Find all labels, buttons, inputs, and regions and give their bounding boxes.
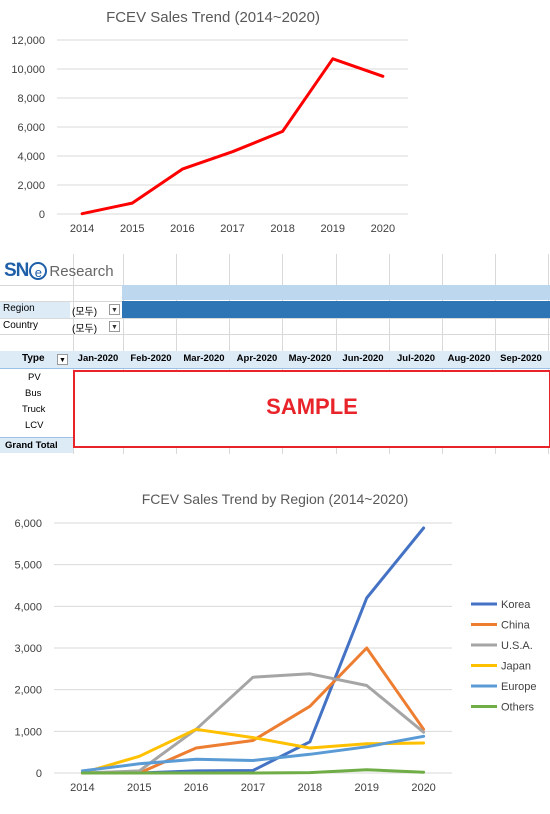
type-header: Type: [22, 353, 45, 364]
header-band-dark: [122, 301, 550, 318]
month-header: Jan-2020: [77, 353, 119, 364]
legend-label: China: [501, 620, 531, 632]
series-line-others: [80, 768, 426, 775]
series-line-japan: [80, 727, 426, 775]
x-tick-label: 2017: [220, 223, 244, 235]
series-line-total: [80, 57, 385, 216]
sample-watermark: SAMPLE: [266, 394, 358, 419]
pivot-header-row: Type ▼ Jan-2020 Feb-2020 Mar-2020 Apr-20…: [0, 351, 550, 369]
x-tick-label: 2020: [411, 782, 435, 794]
x-tick-label: 2015: [127, 782, 151, 794]
y-tick-label: 4,000: [17, 151, 45, 163]
series-lines: [80, 526, 426, 775]
y-tick-label: 1,000: [14, 726, 42, 738]
y-tick-labels: 0 1,000 2,000 3,000 4,000 5,000 6,000: [14, 518, 42, 780]
row-label: Truck: [22, 404, 46, 415]
sample-overlay: SAMPLE: [73, 370, 550, 448]
header-band-light: [122, 285, 550, 300]
y-tick-label: 12,000: [11, 35, 45, 47]
x-tick-labels: 2014 2015 2016 2017 2018 2019 2020: [70, 223, 395, 235]
y-tick-labels: 0 2,000 4,000 6,000 8,000 10,000 12,000: [11, 35, 45, 221]
x-tick-label: 2017: [241, 782, 265, 794]
x-tick-label: 2014: [70, 782, 94, 794]
row-label: PV: [28, 372, 41, 383]
month-header: May-2020: [288, 353, 332, 364]
month-header: Jul-2020: [396, 353, 436, 364]
month-header: Feb-2020: [130, 353, 172, 364]
series-line-china: [80, 646, 426, 775]
y-tick-label: 3,000: [14, 643, 42, 655]
y-tick-label: 6,000: [17, 122, 45, 134]
y-tick-label: 5,000: [14, 560, 42, 572]
legend: Korea China U.S.A. Japan Europe Others: [471, 599, 536, 714]
y-tick-label: 0: [36, 768, 42, 780]
chevron-down-icon[interactable]: ▼: [57, 354, 68, 365]
filter-region: Region (모두) ▼: [0, 302, 125, 318]
grand-total-row: Grand Total: [0, 437, 73, 453]
chart-title: FCEV Sales Trend by Region (2014~2020): [142, 491, 409, 507]
chart-title: FCEV Sales Trend (2014~2020): [106, 9, 320, 26]
x-tick-label: 2020: [371, 223, 395, 235]
x-tick-label: 2016: [184, 782, 208, 794]
legend-label: Korea: [501, 599, 531, 611]
regional-sales-line-chart: FCEV Sales Trend by Region (2014~2020) 0…: [14, 491, 536, 794]
month-header: Apr-2020: [236, 353, 278, 364]
gridlines: [54, 522, 452, 774]
y-tick-label: 2,000: [17, 180, 45, 192]
y-tick-label: 4,000: [14, 601, 42, 613]
x-tick-labels: 2014 2015 2016 2017 2018 2019 2020: [70, 782, 436, 794]
filter-country: Country (모두) ▼: [0, 319, 125, 335]
month-header: Sep-2020: [500, 353, 542, 364]
y-tick-label: 8,000: [17, 93, 45, 105]
x-tick-label: 2018: [270, 223, 294, 235]
legend-label: Others: [501, 702, 535, 714]
x-tick-label: 2014: [70, 223, 94, 235]
month-header: Mar-2020: [183, 353, 225, 364]
sne-research-logo: SN e Research: [4, 260, 114, 281]
total-sales-line-chart: FCEV Sales Trend (2014~2020) 0 2,000 4,000…: [11, 9, 408, 235]
x-tick-label: 2019: [321, 223, 345, 235]
legend-label: Japan: [501, 661, 531, 673]
y-tick-label: 10,000: [11, 64, 45, 76]
chevron-down-icon[interactable]: ▼: [109, 304, 120, 315]
pivot-table: SN e Research Region (모두) ▼ Country (모두)…: [0, 254, 550, 454]
y-tick-label: 2,000: [14, 685, 42, 697]
x-tick-label: 2015: [120, 223, 144, 235]
x-tick-label: 2018: [298, 782, 322, 794]
month-header: Aug-2020: [447, 353, 491, 364]
row-label: LCV: [25, 420, 44, 431]
series-line-europe: [80, 734, 426, 773]
y-tick-label: 0: [39, 209, 45, 221]
legend-label: Europe: [501, 681, 536, 693]
month-header: Jun-2020: [342, 353, 384, 364]
gridlines: [57, 39, 408, 215]
chevron-down-icon[interactable]: ▼: [109, 321, 120, 332]
series-lines: [80, 57, 385, 216]
y-tick-label: 6,000: [14, 518, 42, 530]
legend-label: U.S.A.: [501, 640, 533, 652]
series-line-u-s-a: [80, 672, 426, 775]
row-label: Bus: [25, 388, 42, 399]
x-tick-label: 2016: [170, 223, 194, 235]
x-tick-label: 2019: [354, 782, 378, 794]
